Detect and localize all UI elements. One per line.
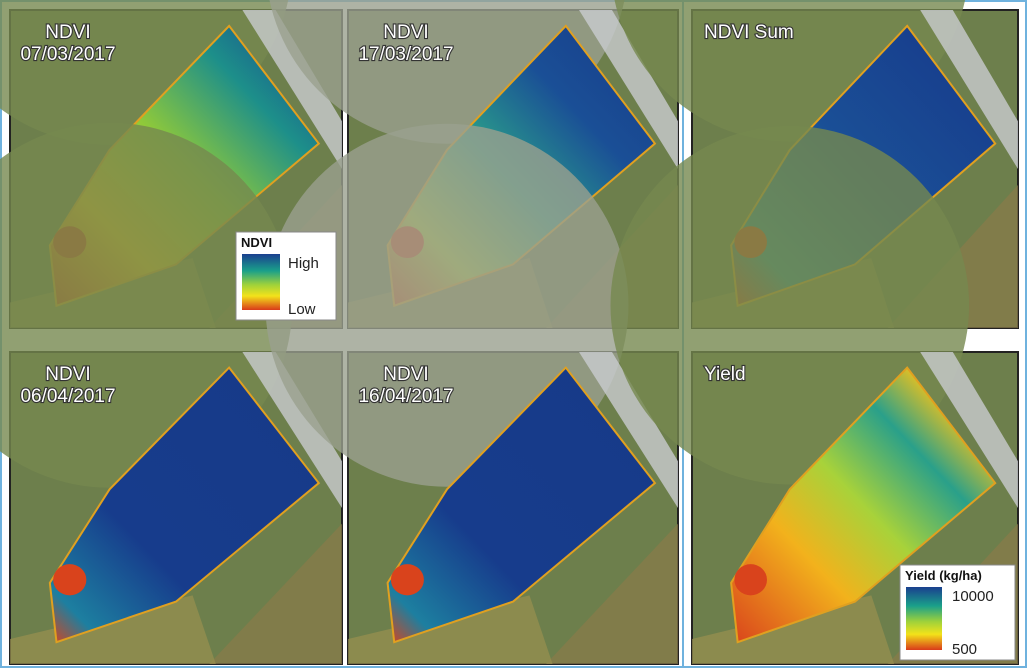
bottom-field [10, 595, 216, 664]
panel-title: NDVI Sum [704, 22, 794, 43]
legend-low: Low [288, 301, 316, 318]
low-patch [53, 564, 87, 596]
legend-ramp [906, 587, 942, 650]
soil-field [887, 184, 1018, 328]
panel-title: 06/04/2017 [20, 386, 115, 407]
legend-title: NDVI [241, 235, 272, 250]
panel-title: NDVI [383, 22, 428, 43]
panel-title: NDVI [45, 364, 90, 385]
panel-title: Yield [704, 364, 746, 385]
road [579, 10, 678, 169]
low-patch [734, 564, 767, 596]
panel-title: 16/04/2017 [358, 386, 453, 407]
legend: NDVI High Low [235, 231, 337, 321]
low-patch [390, 564, 424, 596]
panel-title: 17/03/2017 [358, 44, 453, 65]
road [242, 352, 342, 508]
legend-title: Yield (kg/ha) [905, 568, 982, 583]
soil-field [546, 523, 678, 664]
road [579, 352, 678, 508]
panel-title: 07/03/2017 [20, 44, 115, 65]
panel: Yield [610, 125, 1019, 665]
soil-field [209, 523, 342, 664]
crop-field [730, 366, 997, 644]
crop-field [386, 366, 657, 644]
panel-title: NDVI [45, 22, 90, 43]
bottom-field [348, 595, 553, 664]
legend: Yield (kg/ha) 10000 500 [899, 564, 1016, 661]
bottom-field [692, 595, 895, 664]
road [242, 10, 342, 169]
crop-field [48, 366, 321, 644]
legend-ramp [242, 254, 280, 310]
legend-high: 10000 [952, 588, 994, 605]
legend-low: 500 [952, 641, 977, 658]
panel-title: NDVI [383, 364, 428, 385]
pivot-field [610, 125, 970, 485]
legend-high: High [288, 255, 319, 272]
